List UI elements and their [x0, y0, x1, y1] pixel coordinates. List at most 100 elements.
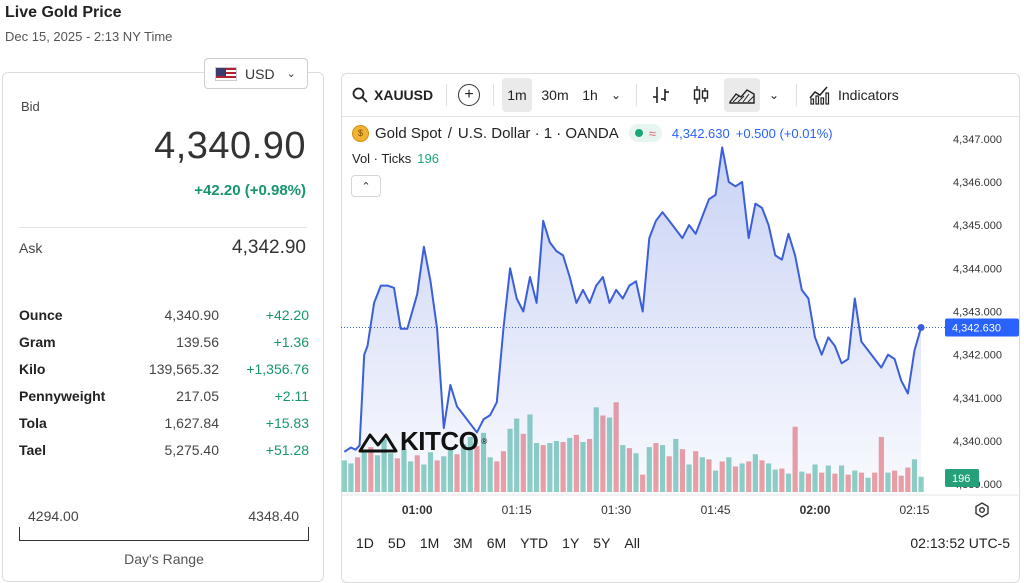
- legend-change: +0.500 (+0.01%): [735, 125, 833, 141]
- area-chart-icon: [729, 89, 755, 104]
- legend-quote: U.S. Dollar · 1 · OANDA: [457, 124, 619, 142]
- unit-change: +1,356.76: [246, 361, 309, 377]
- price-tick-1: 4,346.000: [953, 177, 1002, 189]
- symbol-label: XAUUSD: [374, 87, 434, 103]
- kitco-logo-icon: [358, 433, 398, 452]
- toolbar-divider: [342, 116, 1019, 117]
- unit-name: Kilo: [19, 361, 46, 377]
- ask-value: 4,342.90: [232, 237, 306, 258]
- indicators-button[interactable]: Indicators: [808, 78, 899, 112]
- last-volume-axis-label: 196: [945, 469, 979, 487]
- price-tick-0: 4,347.000: [953, 134, 1002, 146]
- unit-name: Tael: [19, 442, 46, 458]
- unit-name: Ounce: [19, 307, 63, 323]
- time-tick-2: 01:30: [601, 503, 631, 517]
- compare-symbol-button[interactable]: +: [457, 78, 481, 112]
- volume-legend-label: Vol · Ticks: [352, 151, 412, 166]
- price-chart[interactable]: 4,347.000 4,346.000 4,345.000 4,344.000 4,34…: [341, 120, 1020, 525]
- bid-label: Bid: [21, 99, 40, 114]
- interval-dropdown-chevron-icon[interactable]: ⌄: [610, 88, 622, 102]
- utc-clock[interactable]: 02:13:52 UTC-5: [910, 535, 1010, 551]
- gold-coin-icon: $: [352, 124, 369, 142]
- divider: [19, 227, 307, 228]
- unit-price: 1,627.84: [164, 415, 220, 431]
- last-price-dot: [917, 323, 925, 331]
- unit-row-ounce: Ounce 4,340.90 +42.20: [19, 307, 309, 327]
- range-button-5y[interactable]: 5Y: [593, 535, 611, 551]
- price-tick-7: 4,340.000: [953, 436, 1002, 448]
- interval-30m-button[interactable]: 30m: [541, 87, 569, 103]
- ask-label: Ask: [19, 240, 43, 256]
- collapse-legend-button[interactable]: ⌃: [351, 175, 381, 197]
- market-status-badge[interactable]: ≈: [628, 124, 662, 142]
- price-area-fill: [344, 147, 922, 495]
- range-button-ytd[interactable]: YTD: [520, 535, 549, 551]
- registered-mark-icon: ®: [481, 437, 487, 446]
- time-tick-0: 01:00: [402, 503, 433, 517]
- volume-legend: Vol · Ticks 196: [352, 151, 439, 166]
- kitco-logo-text: KITCO: [400, 426, 479, 456]
- chevron-down-icon: ⌄: [286, 68, 296, 80]
- price-tick-4: 4,343.000: [953, 307, 1002, 319]
- range-button-1d[interactable]: 1D: [356, 535, 374, 551]
- symbol-search-button[interactable]: XAUUSD: [352, 78, 433, 112]
- candlestick-icon: [693, 86, 709, 104]
- gear-icon: [975, 502, 989, 518]
- unit-row-tola: Tola 1,627.84 +15.83: [19, 415, 309, 435]
- plus-circle-icon: +: [458, 84, 480, 106]
- chart-settings-button[interactable]: [972, 500, 992, 520]
- time-tick-4: 02:00: [800, 503, 831, 517]
- last-price-axis-label: 4,342.630: [945, 318, 1019, 337]
- legend-separator: /: [447, 124, 452, 142]
- unit-row-kilo: Kilo 139,565.32 +1,356.76: [19, 361, 309, 381]
- range-button-all[interactable]: All: [624, 535, 640, 551]
- bar-chart-type-button[interactable]: [647, 78, 675, 112]
- currency-select[interactable]: USD ⌄: [204, 58, 308, 89]
- range-button-6m[interactable]: 6M: [486, 535, 507, 551]
- indicators-icon: [809, 86, 830, 105]
- toolbar-separator: [796, 84, 797, 106]
- price-axis[interactable]: 4,347.000 4,346.000 4,345.000 4,344.000 4,34…: [953, 134, 1002, 491]
- unit-name: Pennyweight: [19, 388, 106, 404]
- day-range-label: Day's Range: [124, 551, 204, 567]
- time-tick-1: 01:15: [502, 503, 532, 517]
- range-button-5d[interactable]: 5D: [387, 535, 406, 551]
- interval-1h-button[interactable]: 1h: [582, 87, 598, 103]
- time-range-buttons: 1D 5D 1M 3M 6M YTD 1Y 5Y All: [356, 535, 640, 551]
- chevron-up-icon: ⌃: [361, 180, 371, 193]
- kitco-logo: KITCO ®: [358, 426, 487, 457]
- range-button-3m[interactable]: 3M: [453, 535, 473, 551]
- price-tick-2: 4,345.000: [953, 220, 1002, 232]
- day-range-high: 4348.40: [248, 508, 299, 524]
- candlestick-chart-type-button[interactable]: [687, 78, 715, 112]
- last-volume-axis-text: 196: [952, 473, 970, 485]
- unit-row-tael: Tael 5,275.40 +51.28: [19, 442, 309, 462]
- indicators-label: Indicators: [838, 87, 899, 103]
- page-title: Live Gold Price: [5, 4, 122, 21]
- unit-price: 139,565.32: [148, 361, 219, 377]
- price-tick-3: 4,344.000: [953, 263, 1002, 275]
- unit-price: 4,340.90: [164, 307, 220, 323]
- chart-type-chevron-down-icon[interactable]: ⌄: [768, 88, 780, 102]
- currency-label: USD: [245, 65, 275, 82]
- search-icon: [352, 87, 368, 103]
- time-tick-3: 01:45: [701, 503, 731, 517]
- day-range-low: 4294.00: [28, 508, 79, 524]
- day-range-bar: [19, 527, 309, 541]
- time-tick-5: 02:15: [899, 503, 929, 517]
- unit-change: +51.28: [265, 442, 309, 458]
- unit-price: 217.05: [176, 388, 219, 404]
- legend-instrument: Gold Spot: [375, 124, 442, 142]
- time-axis[interactable]: 01:00 01:15 01:30 01:45 02:00 02:15: [402, 503, 930, 517]
- range-button-1y[interactable]: 1Y: [562, 535, 580, 551]
- chart-legend: $ Gold Spot / U.S. Dollar · 1 · OANDA ≈ …: [352, 124, 833, 142]
- price-tick-5: 4,342.000: [953, 350, 1002, 362]
- interval-1m-button[interactable]: 1m: [502, 78, 532, 112]
- volume-bar-87: [918, 476, 924, 492]
- unit-price: 5,275.40: [164, 442, 220, 458]
- unit-name: Gram: [19, 334, 56, 350]
- price-tick-6: 4,341.000: [953, 393, 1002, 405]
- area-chart-type-button[interactable]: [724, 78, 760, 112]
- unit-change: +15.83: [265, 415, 309, 431]
- range-button-1m[interactable]: 1M: [419, 535, 440, 551]
